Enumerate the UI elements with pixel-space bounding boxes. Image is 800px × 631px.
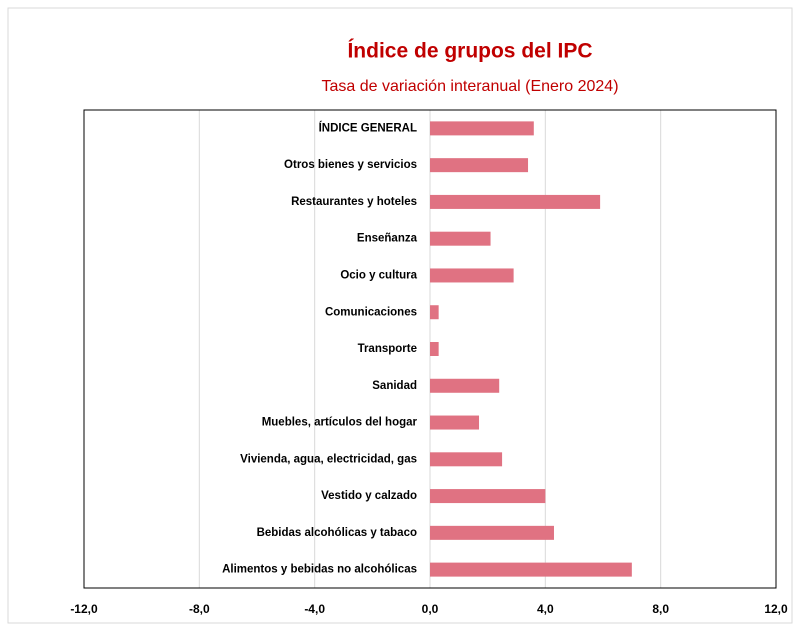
bar <box>430 489 546 504</box>
x-tick-label: 4,0 <box>537 602 554 616</box>
chart-title: Índice de grupos del IPC <box>347 40 592 63</box>
bar <box>430 525 554 540</box>
bar <box>430 194 601 209</box>
bar <box>430 305 439 320</box>
y-tick-label: ÍNDICE GENERAL <box>319 121 417 134</box>
chart-subtitle: Tasa de variación interanual (Enero 2024… <box>321 78 618 95</box>
bar <box>430 158 529 173</box>
y-tick-label: Muebles, artículos del hogar <box>262 417 418 429</box>
y-tick-label: Vivienda, agua, electricidad, gas <box>240 453 417 465</box>
y-tick-label: Restaurantes y hoteles <box>291 196 417 208</box>
y-tick-label: Comunicaciones <box>325 306 417 318</box>
y-tick-label: Sanidad <box>372 380 417 392</box>
bar <box>430 452 503 467</box>
x-tick-label: 8,0 <box>652 602 669 616</box>
bar <box>430 562 632 577</box>
chart-border <box>7 7 793 624</box>
x-tick-label: -8,0 <box>189 602 210 616</box>
y-tick-label: Bebidas alcohólicas y tabaco <box>257 527 417 539</box>
bar <box>430 231 491 246</box>
bar <box>430 121 534 136</box>
x-tick-label: 0,0 <box>422 602 439 616</box>
y-tick-label: Ocio y cultura <box>340 269 417 281</box>
bar <box>430 268 514 283</box>
bar <box>430 378 500 393</box>
x-tick-label: -4,0 <box>304 602 325 616</box>
y-tick-label: Enseñanza <box>357 233 418 245</box>
x-tick-label: -12,0 <box>70 602 98 616</box>
y-tick-label: Otros bienes y servicios <box>284 159 417 171</box>
y-tick-label: Transporte <box>358 343 417 355</box>
bar <box>430 415 480 430</box>
bar <box>430 342 439 356</box>
y-tick-label: Vestido y calzado <box>321 490 417 502</box>
y-tick-label: Alimentos y bebidas no alcohólicas <box>222 564 417 576</box>
x-tick-label: 12,0 <box>764 602 788 616</box>
plot-border <box>83 109 777 589</box>
